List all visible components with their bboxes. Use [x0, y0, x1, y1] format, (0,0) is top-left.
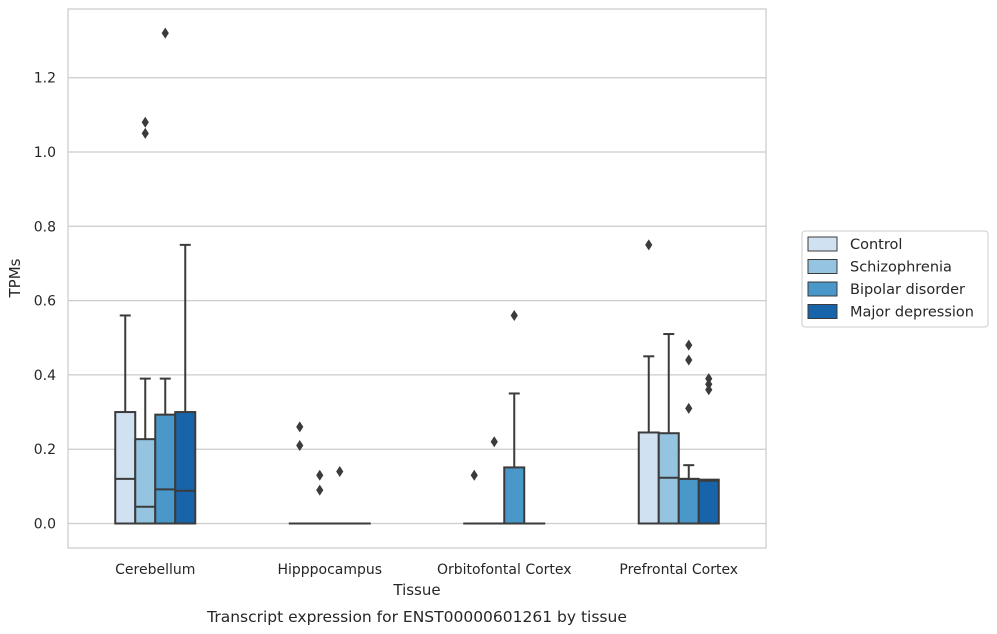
box — [697, 478, 720, 525]
legend-swatch — [807, 281, 838, 297]
outlier-point — [296, 421, 304, 433]
legend-label: Major depression — [850, 305, 974, 321]
y-tick-label: 0.8 — [34, 219, 56, 235]
outlier-point — [336, 465, 344, 477]
legend-label: Bipolar disorder — [850, 282, 965, 298]
y-axis-label: TPMs — [6, 258, 24, 298]
outlier-point — [685, 402, 693, 414]
x-axis-ticks: Cerebellum Hipppocampus Orbitofontal Corte… — [115, 562, 738, 578]
outlier-point — [296, 439, 304, 451]
legend-frame — [801, 230, 989, 328]
x-tick-label: Orbitofontal Cortex — [437, 562, 572, 578]
outlier-point — [685, 339, 693, 351]
outlier-point — [685, 354, 693, 366]
outlier-point — [490, 436, 498, 448]
legend-swatch — [807, 259, 838, 274]
y-tick-label: 0.2 — [34, 442, 56, 458]
x-tick-label: Hipppocampus — [277, 562, 382, 578]
box-group — [463, 309, 546, 525]
outlier-point — [705, 384, 713, 396]
legend-swatch — [807, 236, 838, 252]
outlier-point — [316, 484, 324, 496]
y-tick-label: 0.6 — [34, 294, 56, 310]
box-group — [288, 421, 371, 525]
box-group — [637, 239, 720, 525]
y-axis-ticks: 0.0 0.2 0.4 0.6 0.8 1.0 1.2 — [34, 71, 56, 533]
outlier-point — [161, 27, 169, 39]
y-tick-label: 1.0 — [34, 145, 56, 161]
legend: Control Schizophrenia Bipolar disorder Majo… — [801, 230, 989, 328]
legend-swatch — [807, 304, 838, 319]
outlier-point — [510, 309, 518, 321]
box — [503, 466, 526, 525]
outlier-point — [645, 239, 653, 251]
outlier-point — [141, 127, 149, 139]
box — [154, 413, 177, 525]
y-tick-label: 0.4 — [34, 368, 56, 384]
box — [677, 477, 700, 525]
box — [637, 431, 660, 525]
outlier-point — [316, 469, 324, 481]
outlier-point — [705, 378, 713, 390]
x-axis-label: Tissue — [392, 581, 440, 599]
x-tick-label: Prefrontal Cortex — [619, 562, 738, 578]
x-tick-label: Cerebellum — [115, 562, 195, 578]
chart-caption: Transcript expression for ENST0000060126… — [206, 608, 627, 626]
box-group — [114, 27, 197, 525]
box — [134, 438, 157, 525]
outlier-point — [705, 373, 713, 385]
legend-label: Control — [850, 237, 902, 253]
box — [174, 411, 197, 525]
y-tick-label: 1.2 — [34, 71, 56, 87]
legend-label: Schizophrenia — [850, 260, 952, 276]
outlier-point — [470, 469, 478, 481]
y-tick-label: 0.0 — [34, 517, 56, 533]
box — [114, 411, 137, 525]
outlier-point — [141, 116, 149, 128]
box-groups — [114, 27, 720, 525]
